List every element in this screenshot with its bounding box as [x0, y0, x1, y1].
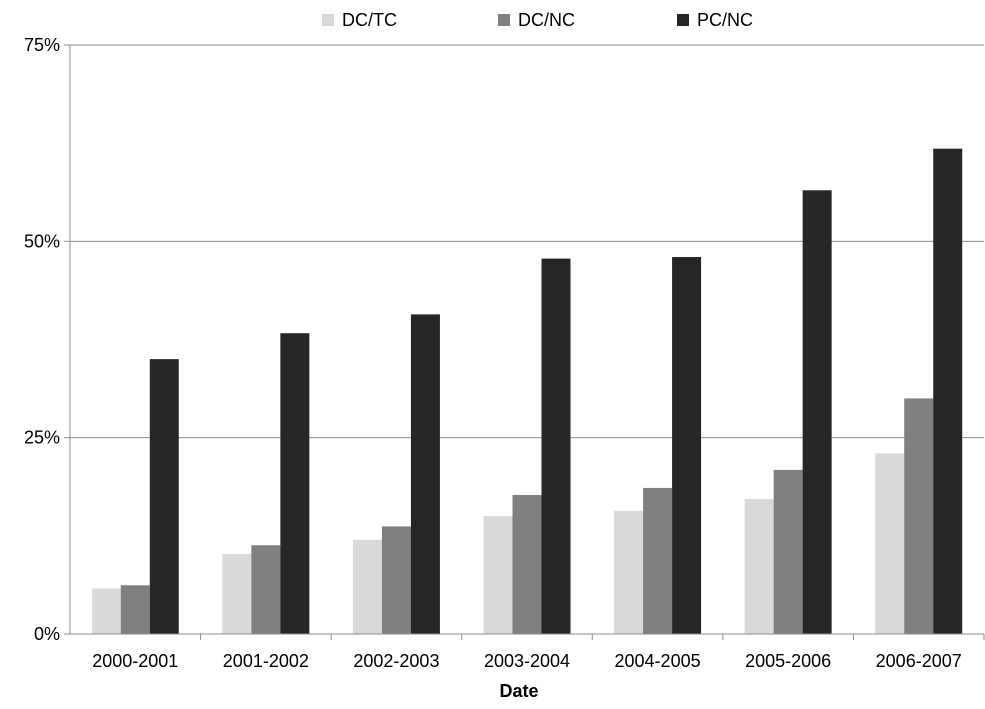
bar-pc-nc-2006-2007 — [933, 148, 963, 634]
gridlines — [70, 44, 984, 439]
bar-dc-tc-2000-2001 — [91, 588, 121, 634]
bar-pc-nc-2003-2004 — [541, 258, 571, 634]
bar-dc-nc-2001-2002 — [251, 545, 281, 634]
bars — [91, 148, 963, 634]
legend: DC/TC DC/NC PC/NC — [322, 10, 753, 30]
bar-pc-nc-2000-2001 — [149, 359, 179, 634]
y-tick-label: 25% — [24, 428, 60, 448]
bar-dc-tc-2005-2006 — [744, 498, 774, 634]
bar-pc-nc-2005-2006 — [802, 190, 832, 634]
x-tick-label: 2004-2005 — [615, 651, 701, 671]
x-tick-labels: 2000-2001 2001-2002 2002-2003 2003-2004 2004… — [92, 651, 962, 671]
bar-dc-tc-2006-2007 — [875, 453, 905, 634]
bar-dc-tc-2003-2004 — [483, 516, 513, 634]
x-tick-label: 2002-2003 — [353, 651, 439, 671]
bar-dc-nc-2002-2003 — [381, 526, 411, 634]
x-tick-label: 2005-2006 — [745, 651, 831, 671]
y-tick-label: 0% — [34, 624, 60, 644]
bar-dc-tc-2002-2003 — [352, 539, 382, 634]
axes — [64, 44, 985, 640]
x-tick-label: 2006-2007 — [876, 651, 962, 671]
bar-dc-nc-2004-2005 — [643, 487, 673, 634]
bar-pc-nc-2004-2005 — [672, 257, 702, 634]
legend-swatch-dc-tc — [322, 14, 334, 26]
legend-label-dc-nc: DC/NC — [518, 10, 575, 30]
legend-label-dc-tc: DC/TC — [342, 10, 397, 30]
legend-label-pc-nc: PC/NC — [697, 10, 753, 30]
bar-dc-nc-2006-2007 — [904, 398, 934, 634]
y-tick-label: 75% — [24, 35, 60, 55]
y-tick-labels: 0% 25% 50% 75% — [24, 35, 60, 644]
bar-dc-nc-2005-2006 — [773, 469, 803, 634]
legend-swatch-pc-nc — [677, 14, 689, 26]
y-tick-label: 50% — [24, 231, 60, 251]
bar-dc-nc-2003-2004 — [512, 494, 542, 634]
bar-pc-nc-2002-2003 — [410, 314, 440, 634]
x-tick-label: 2000-2001 — [92, 651, 178, 671]
x-tick-label: 2001-2002 — [223, 651, 309, 671]
bar-pc-nc-2001-2002 — [280, 333, 310, 634]
x-axis-title: Date — [499, 681, 538, 701]
bar-dc-nc-2000-2001 — [120, 585, 150, 634]
bar-dc-tc-2004-2005 — [614, 510, 644, 634]
bar-dc-tc-2001-2002 — [222, 553, 252, 634]
x-tick-label: 2003-2004 — [484, 651, 570, 671]
legend-swatch-dc-nc — [498, 14, 510, 26]
